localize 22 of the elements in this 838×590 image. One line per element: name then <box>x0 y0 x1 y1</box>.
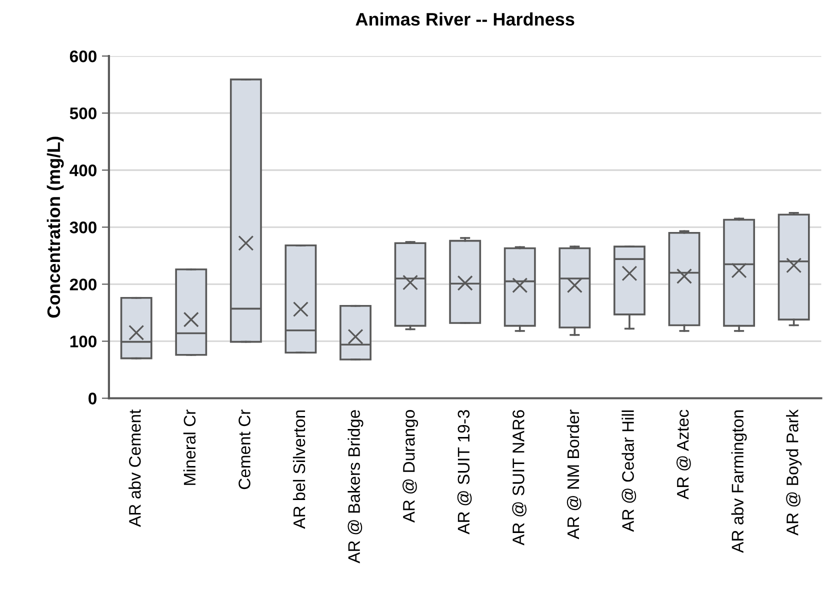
x-tick-label: Mineral Cr <box>183 410 196 485</box>
x-tick-label: AR @ Cedar Hill <box>622 410 636 532</box>
y-tick-label: 100 <box>70 336 96 348</box>
x-tick-label: AR @ SUIT 19-3 <box>457 410 472 534</box>
x-tick-label: AR @ Boyd Park <box>786 409 802 536</box>
x-tick-label: AR abv Farmington <box>731 410 747 553</box>
y-tick-label: 400 <box>70 164 96 176</box>
chart-title: Animas River -- Hardness <box>356 12 574 26</box>
x-tick-label: Cement Cr <box>238 410 250 490</box>
x-tick-label: AR @ Bakers Bridge <box>348 410 364 564</box>
y-tick-label: 600 <box>70 50 96 62</box>
x-tick-label: AR bel Silverton <box>292 410 306 529</box>
y-axis-title: Concentration (mg/L) <box>46 136 64 318</box>
y-tick-label: 300 <box>70 222 96 234</box>
x-tick-label: AR abv Cement <box>128 409 141 527</box>
y-tick-label: 200 <box>70 278 96 290</box>
x-tick-label: AR @ NM Border <box>566 410 582 540</box>
y-tick-label: 0 <box>88 392 96 404</box>
y-tick-label: 500 <box>70 107 96 120</box>
x-tick-label: AR @ Durango <box>402 410 418 523</box>
x-tick-label: AR @ Aztec <box>676 410 691 500</box>
x-tick-label: AR @ SUIT NAR6 <box>512 410 526 546</box>
